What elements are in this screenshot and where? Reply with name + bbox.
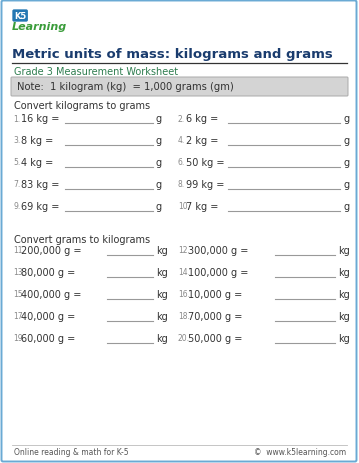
Text: g: g	[156, 136, 162, 146]
Text: 50,000 g =: 50,000 g =	[188, 333, 242, 343]
Text: kg: kg	[338, 311, 350, 321]
Text: 10.: 10.	[178, 202, 190, 211]
Text: kg: kg	[156, 268, 168, 277]
Text: 16.: 16.	[178, 290, 190, 299]
Text: g: g	[343, 114, 349, 124]
Text: 7 kg =: 7 kg =	[186, 201, 218, 212]
Text: kg: kg	[338, 289, 350, 300]
Text: kg: kg	[156, 289, 168, 300]
Text: 83 kg =: 83 kg =	[21, 180, 59, 189]
Text: Convert kilograms to grams: Convert kilograms to grams	[14, 101, 150, 111]
Text: Note:  1 kilogram (kg)  = 1,000 grams (gm): Note: 1 kilogram (kg) = 1,000 grams (gm)	[17, 82, 234, 92]
Text: 4.: 4.	[178, 136, 185, 145]
Text: 11.: 11.	[13, 246, 25, 255]
Text: 4 kg =: 4 kg =	[21, 158, 53, 168]
Text: 2 kg =: 2 kg =	[186, 136, 218, 146]
Text: 300,000 g =: 300,000 g =	[188, 245, 248, 256]
Text: 60,000 g =: 60,000 g =	[21, 333, 75, 343]
Text: g: g	[343, 201, 349, 212]
Text: 5.: 5.	[13, 158, 20, 167]
Text: Learning: Learning	[12, 22, 67, 32]
Text: 2.: 2.	[178, 114, 185, 123]
Text: 9.: 9.	[13, 202, 20, 211]
Text: kg: kg	[156, 245, 168, 256]
Text: 16 kg =: 16 kg =	[21, 114, 59, 124]
Text: 6 kg =: 6 kg =	[186, 114, 218, 124]
FancyBboxPatch shape	[11, 78, 348, 97]
Text: 6.: 6.	[178, 158, 185, 167]
Text: Online reading & math for K-5: Online reading & math for K-5	[14, 448, 129, 457]
Text: Grade 3 Measurement Worksheet: Grade 3 Measurement Worksheet	[14, 67, 178, 77]
Text: 20.: 20.	[178, 334, 190, 343]
Text: Convert grams to kilograms: Convert grams to kilograms	[14, 234, 150, 244]
Text: 10,000 g =: 10,000 g =	[188, 289, 242, 300]
Text: 400,000 g =: 400,000 g =	[21, 289, 81, 300]
Text: g: g	[343, 158, 349, 168]
Text: kg: kg	[338, 268, 350, 277]
Text: 15.: 15.	[13, 290, 25, 299]
Text: 40,000 g =: 40,000 g =	[21, 311, 75, 321]
Text: 50 kg =: 50 kg =	[186, 158, 224, 168]
Text: 8 kg =: 8 kg =	[21, 136, 53, 146]
Text: kg: kg	[338, 333, 350, 343]
Text: 100,000 g =: 100,000 g =	[188, 268, 248, 277]
Text: g: g	[343, 136, 349, 146]
Text: kg: kg	[156, 333, 168, 343]
Text: 12.: 12.	[178, 246, 190, 255]
Text: 7.: 7.	[13, 180, 20, 189]
Text: 14.: 14.	[178, 268, 190, 277]
Text: g: g	[156, 114, 162, 124]
Text: 3.: 3.	[13, 136, 20, 145]
Text: kg: kg	[338, 245, 350, 256]
Text: 17.: 17.	[13, 312, 25, 321]
Text: Metric units of mass: kilograms and grams: Metric units of mass: kilograms and gram…	[12, 48, 333, 61]
Text: g: g	[156, 201, 162, 212]
Text: 1.: 1.	[13, 114, 20, 123]
Text: K5: K5	[14, 12, 26, 21]
Text: 8.: 8.	[178, 180, 185, 189]
Text: g: g	[156, 180, 162, 189]
Text: 13.: 13.	[13, 268, 25, 277]
Text: g: g	[156, 158, 162, 168]
Text: 70,000 g =: 70,000 g =	[188, 311, 242, 321]
Text: ©  www.k5learning.com: © www.k5learning.com	[254, 448, 346, 457]
Text: 18.: 18.	[178, 312, 190, 321]
Text: g: g	[343, 180, 349, 189]
Text: 19.: 19.	[13, 334, 25, 343]
Text: 69 kg =: 69 kg =	[21, 201, 59, 212]
Text: kg: kg	[156, 311, 168, 321]
Text: 80,000 g =: 80,000 g =	[21, 268, 75, 277]
Text: 99 kg =: 99 kg =	[186, 180, 224, 189]
Text: 200,000 g =: 200,000 g =	[21, 245, 81, 256]
